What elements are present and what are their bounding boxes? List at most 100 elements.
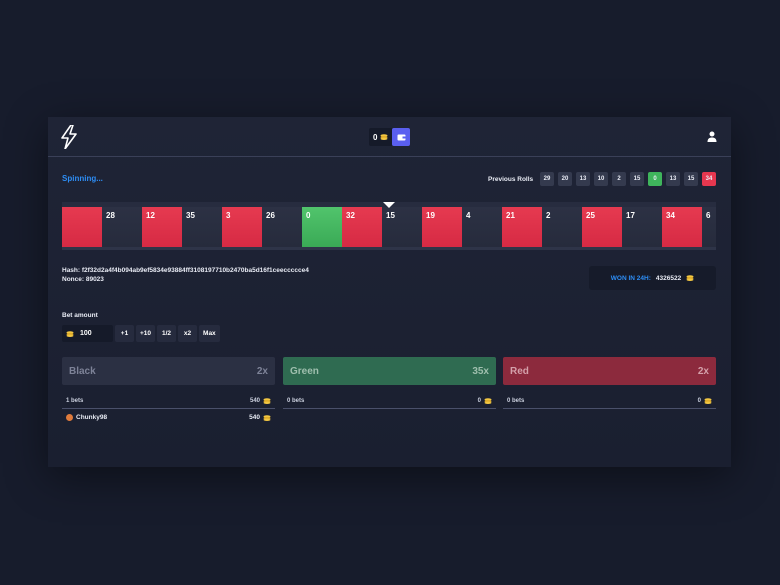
- won-value: 4326522: [655, 274, 682, 282]
- coins-icon: [704, 398, 712, 404]
- won-label: WON IN 24H:: [610, 274, 651, 282]
- column-name: Green: [290, 365, 319, 377]
- spin-status: Spinning...: [62, 174, 103, 183]
- wheel-tile-number: 3: [226, 211, 231, 220]
- wheel-tile: 25: [582, 207, 622, 247]
- column-stats: 1 bets 540: [62, 398, 275, 409]
- bet-plus-one-button[interactable]: +1: [115, 325, 134, 342]
- bets-total: 540: [249, 398, 260, 404]
- wheel-tile-number: 25: [586, 211, 595, 220]
- wheel-tile: 3: [222, 207, 262, 247]
- previous-rolls-label: Previous Rolls: [488, 176, 534, 183]
- previous-roll-chip: 34: [702, 172, 716, 186]
- column-stats: 0 bets 0: [283, 398, 496, 409]
- green-column: Green 35x 0 bets 0: [283, 357, 496, 409]
- wheel-tile: 26: [262, 207, 302, 247]
- wheel-tile-number: 28: [106, 211, 115, 220]
- bets-count: 0 bets: [287, 398, 305, 404]
- bet-amount-value: 100: [80, 330, 92, 337]
- bet-plus-ten-button[interactable]: +10: [136, 325, 156, 342]
- bets-total: 0: [697, 398, 701, 404]
- wheel-pointer-icon: [383, 202, 395, 208]
- wheel-tile: 34: [662, 207, 702, 247]
- wheel-tile-number: 17: [626, 211, 635, 220]
- column-multiplier: 35x: [472, 365, 489, 377]
- previous-roll-chip: 2: [612, 172, 626, 186]
- column-stats: 0 bets 0: [503, 398, 716, 409]
- wheel-tile: [62, 207, 102, 247]
- wheel-tile: 28: [102, 207, 142, 247]
- bet-amount-input[interactable]: 100: [62, 325, 113, 342]
- bettor-name: Chunky98: [76, 414, 108, 421]
- roulette-wheel: 28 12 35 3 26 0 32 15 19 4 21 2 25 17 34 6: [62, 207, 716, 247]
- coins-icon: [66, 330, 74, 337]
- previous-roll-chip: 10: [594, 172, 608, 186]
- bets-total: 0: [477, 398, 481, 404]
- won-24h-box: WON IN 24H: 4326522: [589, 266, 716, 290]
- wheel-tile: 19: [422, 207, 462, 247]
- balance-display: 0: [369, 128, 393, 146]
- wheel-tile-number: 12: [146, 211, 155, 220]
- bets-count: 0 bets: [507, 398, 525, 404]
- previous-roll-chip: 29: [540, 172, 554, 186]
- lightning-bolt-logo[interactable]: [60, 125, 78, 149]
- coins-icon: [263, 398, 271, 404]
- coins-icon: [686, 275, 694, 281]
- list-item: Chunky98 540: [62, 414, 275, 421]
- bet-double-button[interactable]: x2: [178, 325, 198, 342]
- wheel-tile: 12: [142, 207, 182, 247]
- balance-value: 0: [373, 132, 378, 142]
- column-multiplier: 2x: [697, 365, 709, 377]
- coins-icon: [484, 398, 492, 404]
- wheel-tile: 21: [502, 207, 542, 247]
- bet-controls: 100 +1 +10 1/2 x2 Max: [62, 325, 220, 342]
- bet-black-button[interactable]: Black 2x: [62, 357, 275, 385]
- bet-green-button[interactable]: Green 35x: [283, 357, 496, 385]
- bet-max-button[interactable]: Max: [199, 325, 220, 342]
- wheel-tile: 35: [182, 207, 222, 247]
- hash-text: Hash: f2f32d2a4f4b094ab9ef5834e93884ff31…: [62, 267, 309, 274]
- wheel-tile-number: 35: [186, 211, 195, 220]
- wheel-tile-number: 2: [546, 211, 551, 220]
- wheel-tile: 4: [462, 207, 502, 247]
- coins-icon: [380, 134, 388, 140]
- previous-roll-chip: 13: [666, 172, 680, 186]
- bettor-amount: 540: [249, 414, 260, 421]
- nonce-text: Nonce: 89023: [62, 276, 104, 283]
- wheel-tile-number: 19: [426, 211, 435, 220]
- previous-roll-chip: 15: [630, 172, 644, 186]
- previous-roll-chip: 0: [648, 172, 662, 186]
- wheel-tile-number: 21: [506, 211, 515, 220]
- red-column: Red 2x 0 bets 0: [503, 357, 716, 409]
- previous-roll-chip: 15: [684, 172, 698, 186]
- black-column: Black 2x 1 bets 540 Chunky98: [62, 357, 275, 421]
- wheel-tile-number: 4: [466, 211, 471, 220]
- bets-count: 1 bets: [66, 398, 84, 404]
- user-icon[interactable]: [707, 131, 717, 142]
- roulette-app: 0 Spinning... Previous Rolls 29 20 13 10 2 15…: [48, 117, 731, 467]
- wallet-icon: [397, 134, 406, 140]
- top-bar: 0: [48, 117, 731, 157]
- coins-icon: [263, 414, 271, 421]
- wheel-tile: 17: [622, 207, 662, 247]
- bet-amount-label: Bet amount: [62, 312, 98, 319]
- wheel-tile-number: 32: [346, 211, 355, 220]
- balance-widget: 0: [369, 128, 411, 146]
- bet-half-button[interactable]: 1/2: [157, 325, 177, 342]
- column-name: Black: [69, 365, 96, 377]
- wallet-button[interactable]: [392, 128, 411, 146]
- wheel-tile-number: 6: [706, 211, 711, 220]
- column-multiplier: 2x: [256, 365, 268, 377]
- wheel-tile: 15: [382, 207, 422, 247]
- wheel-shadow: [62, 247, 716, 250]
- wheel-tile: 32: [342, 207, 382, 247]
- wheel-tile-number: 34: [666, 211, 675, 220]
- wheel-tile: 6: [702, 207, 716, 247]
- wheel-tile: 2: [542, 207, 582, 247]
- previous-rolls-list: 29 20 13 10 2 15 0 13 15 34: [540, 172, 716, 186]
- column-name: Red: [510, 365, 529, 377]
- previous-roll-chip: 20: [558, 172, 572, 186]
- wheel-tile: 0: [302, 207, 342, 247]
- wheel-tile-number: 0: [306, 211, 311, 220]
- bet-red-button[interactable]: Red 2x: [503, 357, 716, 385]
